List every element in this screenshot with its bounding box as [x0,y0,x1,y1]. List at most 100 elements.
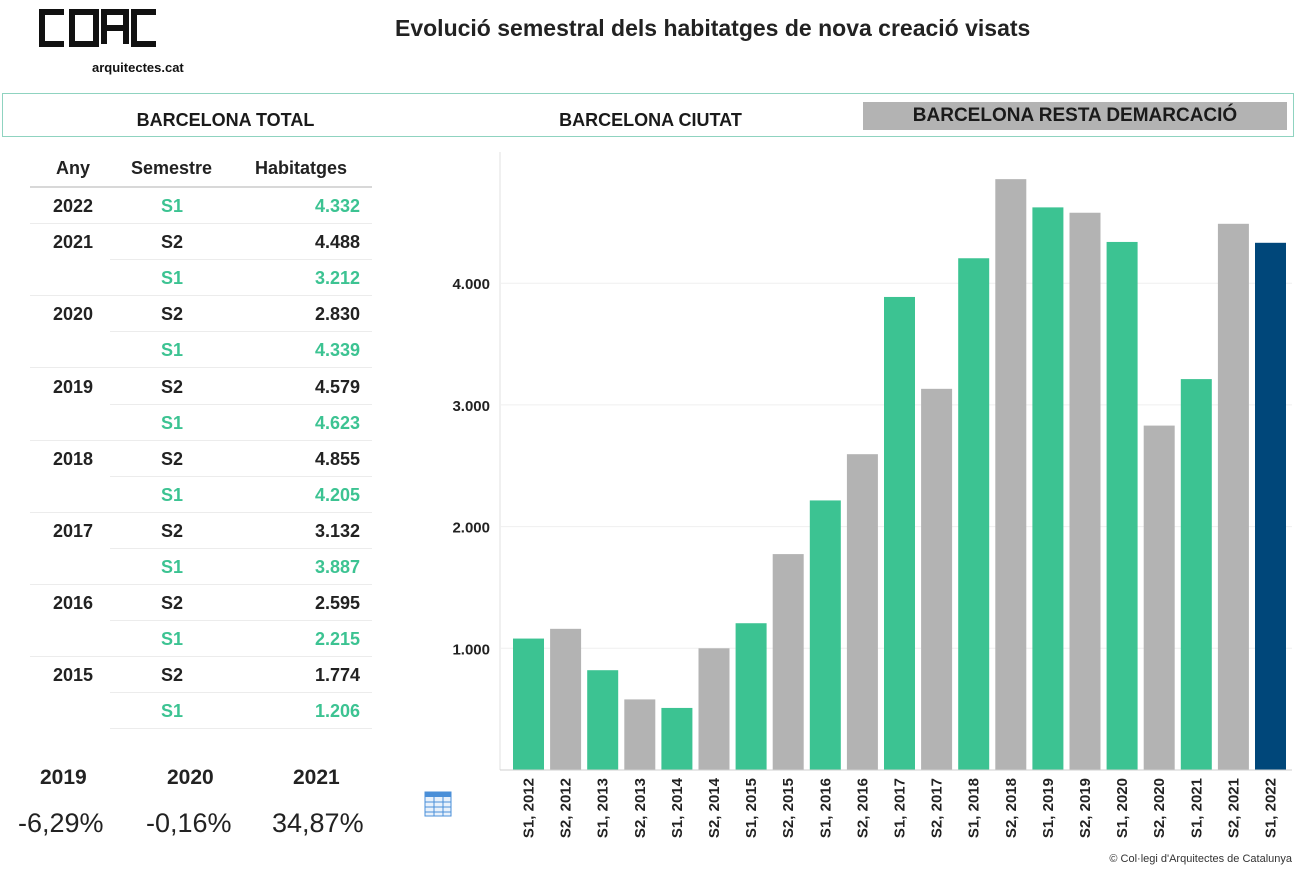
column-header-habitatges[interactable]: Habitatges [255,158,348,178]
x-tick-label: S1, 2014 [669,777,686,838]
table-row[interactable]: S1 2.215 [30,621,372,658]
row-divider [110,620,372,622]
tab-barcelona-ciutat[interactable]: BARCELONA CIUTAT [559,110,742,130]
y-tick-label: 3.000 [452,398,490,415]
bar[interactable] [958,258,990,770]
growth-value-2019: -6,29% [18,808,104,838]
table-row[interactable]: S1 4.339 [30,332,372,369]
x-tick-label: S2, 2014 [706,777,723,838]
table-row[interactable]: S1 3.212 [30,260,372,297]
cell-semestre: S1 [161,268,184,289]
cell-any: 2020 [53,304,94,325]
copyright-footer: © Col·legi d'Arquitectes de Catalunya [1109,853,1292,865]
tab-barcelona-total[interactable]: BARCELONA TOTAL [136,110,315,130]
cell-habitatges: 2.215 [314,629,360,650]
y-tick-label: 4.000 [452,276,490,293]
row-divider [110,403,372,405]
table-row[interactable]: S1 3.887 [30,549,372,585]
table-row[interactable]: 2016 S2 2.595 [30,585,372,622]
bar[interactable] [587,670,619,770]
row-divider [110,547,372,549]
cell-semestre: S2 [161,232,184,253]
row-divider [30,511,372,513]
bar[interactable] [1069,212,1101,770]
table-view-icon[interactable] [424,790,452,818]
x-tick-label: S1, 2022 [1263,778,1280,838]
cell-habitatges: 3.887 [314,557,360,577]
bar[interactable] [513,638,544,770]
bar[interactable] [661,707,693,770]
x-tick-label: S2, 2019 [1077,778,1094,838]
header-divider [30,186,372,188]
table-row[interactable]: 2019 S2 4.579 [30,369,372,405]
column-header-semestre[interactable]: Semestre [131,158,213,178]
page-title: Evolució semestral dels habitatges de no… [395,15,1031,41]
bar[interactable] [550,628,582,770]
x-tick-label: S2, 2020 [1151,778,1168,838]
row-divider [30,584,372,585]
cell-semestre: S2 [161,665,184,686]
bar-chart: 1.000 2.000 3.000 4.000 S1, 2012 S2, 2012 S1, … [420,150,1298,850]
table-row[interactable]: 2022 S1 4.332 [30,188,372,224]
cell-any: 2016 [53,593,94,614]
x-tick-label: S1, 2020 [1114,778,1131,838]
bar[interactable] [921,388,953,770]
bar[interactable] [1106,241,1138,770]
bar[interactable] [1032,207,1064,770]
coac-logo [34,4,194,76]
bar[interactable] [1255,242,1286,770]
x-tick-label: S2, 2018 [1003,778,1020,838]
bar[interactable] [1180,379,1212,770]
x-tick-label: S1, 2018 [966,778,983,838]
cell-habitatges: 4.339 [314,340,360,361]
x-tick-label: S1, 2013 [595,778,612,838]
cell-semestre: S1 [161,340,184,361]
cell-any: 2021 [53,232,94,253]
cell-any: 2015 [53,665,94,686]
x-tick-label: S1, 2012 [521,778,538,838]
cell-habitatges: 3.132 [314,520,360,541]
cell-habitatges: 2.595 [314,593,360,614]
cell-semestre: S2 [161,376,184,397]
cell-habitatges: 4.332 [314,196,360,216]
table-row[interactable]: 2020 S2 2.830 [30,296,372,333]
row-divider [30,295,372,297]
growth-year-2021: 2021 [293,766,340,789]
cell-habitatges: 4.579 [314,376,360,397]
row-divider [30,367,372,369]
bar[interactable] [809,500,841,770]
tab-barcelona-resta-demarcacio[interactable]: BARCELONA RESTA DEMARCACIÓ [863,102,1287,130]
table-row[interactable]: 2021 S2 4.488 [30,224,372,261]
bar[interactable] [624,699,656,770]
bar[interactable] [1143,425,1175,770]
x-tick-label: S1, 2015 [743,778,760,838]
table-row[interactable]: S1 4.205 [30,477,372,513]
bar[interactable] [698,648,730,770]
table-row[interactable]: 2018 S2 4.855 [30,441,372,477]
column-header-any[interactable]: Any [56,158,91,178]
x-tick-label: S1, 2021 [1188,778,1205,838]
cell-any: 2019 [53,376,94,397]
x-tick-label: S2, 2013 [632,778,649,838]
row-divider [30,439,372,441]
row-divider [110,259,372,261]
cell-semestre: S1 [161,196,184,216]
x-tick-label: S1, 2017 [892,778,909,838]
cell-habitatges: 2.830 [314,304,360,325]
x-tick-label: S2, 2012 [558,778,575,838]
cell-semestre: S1 [161,484,184,505]
table-row[interactable]: 2017 S2 3.132 [30,513,372,549]
bar[interactable] [772,554,804,770]
bar[interactable] [735,623,767,770]
bar[interactable] [995,179,1027,771]
x-tick-label: S2, 2021 [1225,778,1242,838]
row-divider [30,656,372,658]
cell-semestre: S1 [161,412,184,433]
bar[interactable] [846,454,878,770]
table-row[interactable]: 2015 S2 1.774 [30,657,372,694]
table-row[interactable]: S1 4.623 [30,405,372,441]
bar[interactable] [1217,223,1249,770]
table-row[interactable]: S1 1.206 [30,693,372,730]
row-divider [110,331,372,333]
bar[interactable] [884,296,915,770]
